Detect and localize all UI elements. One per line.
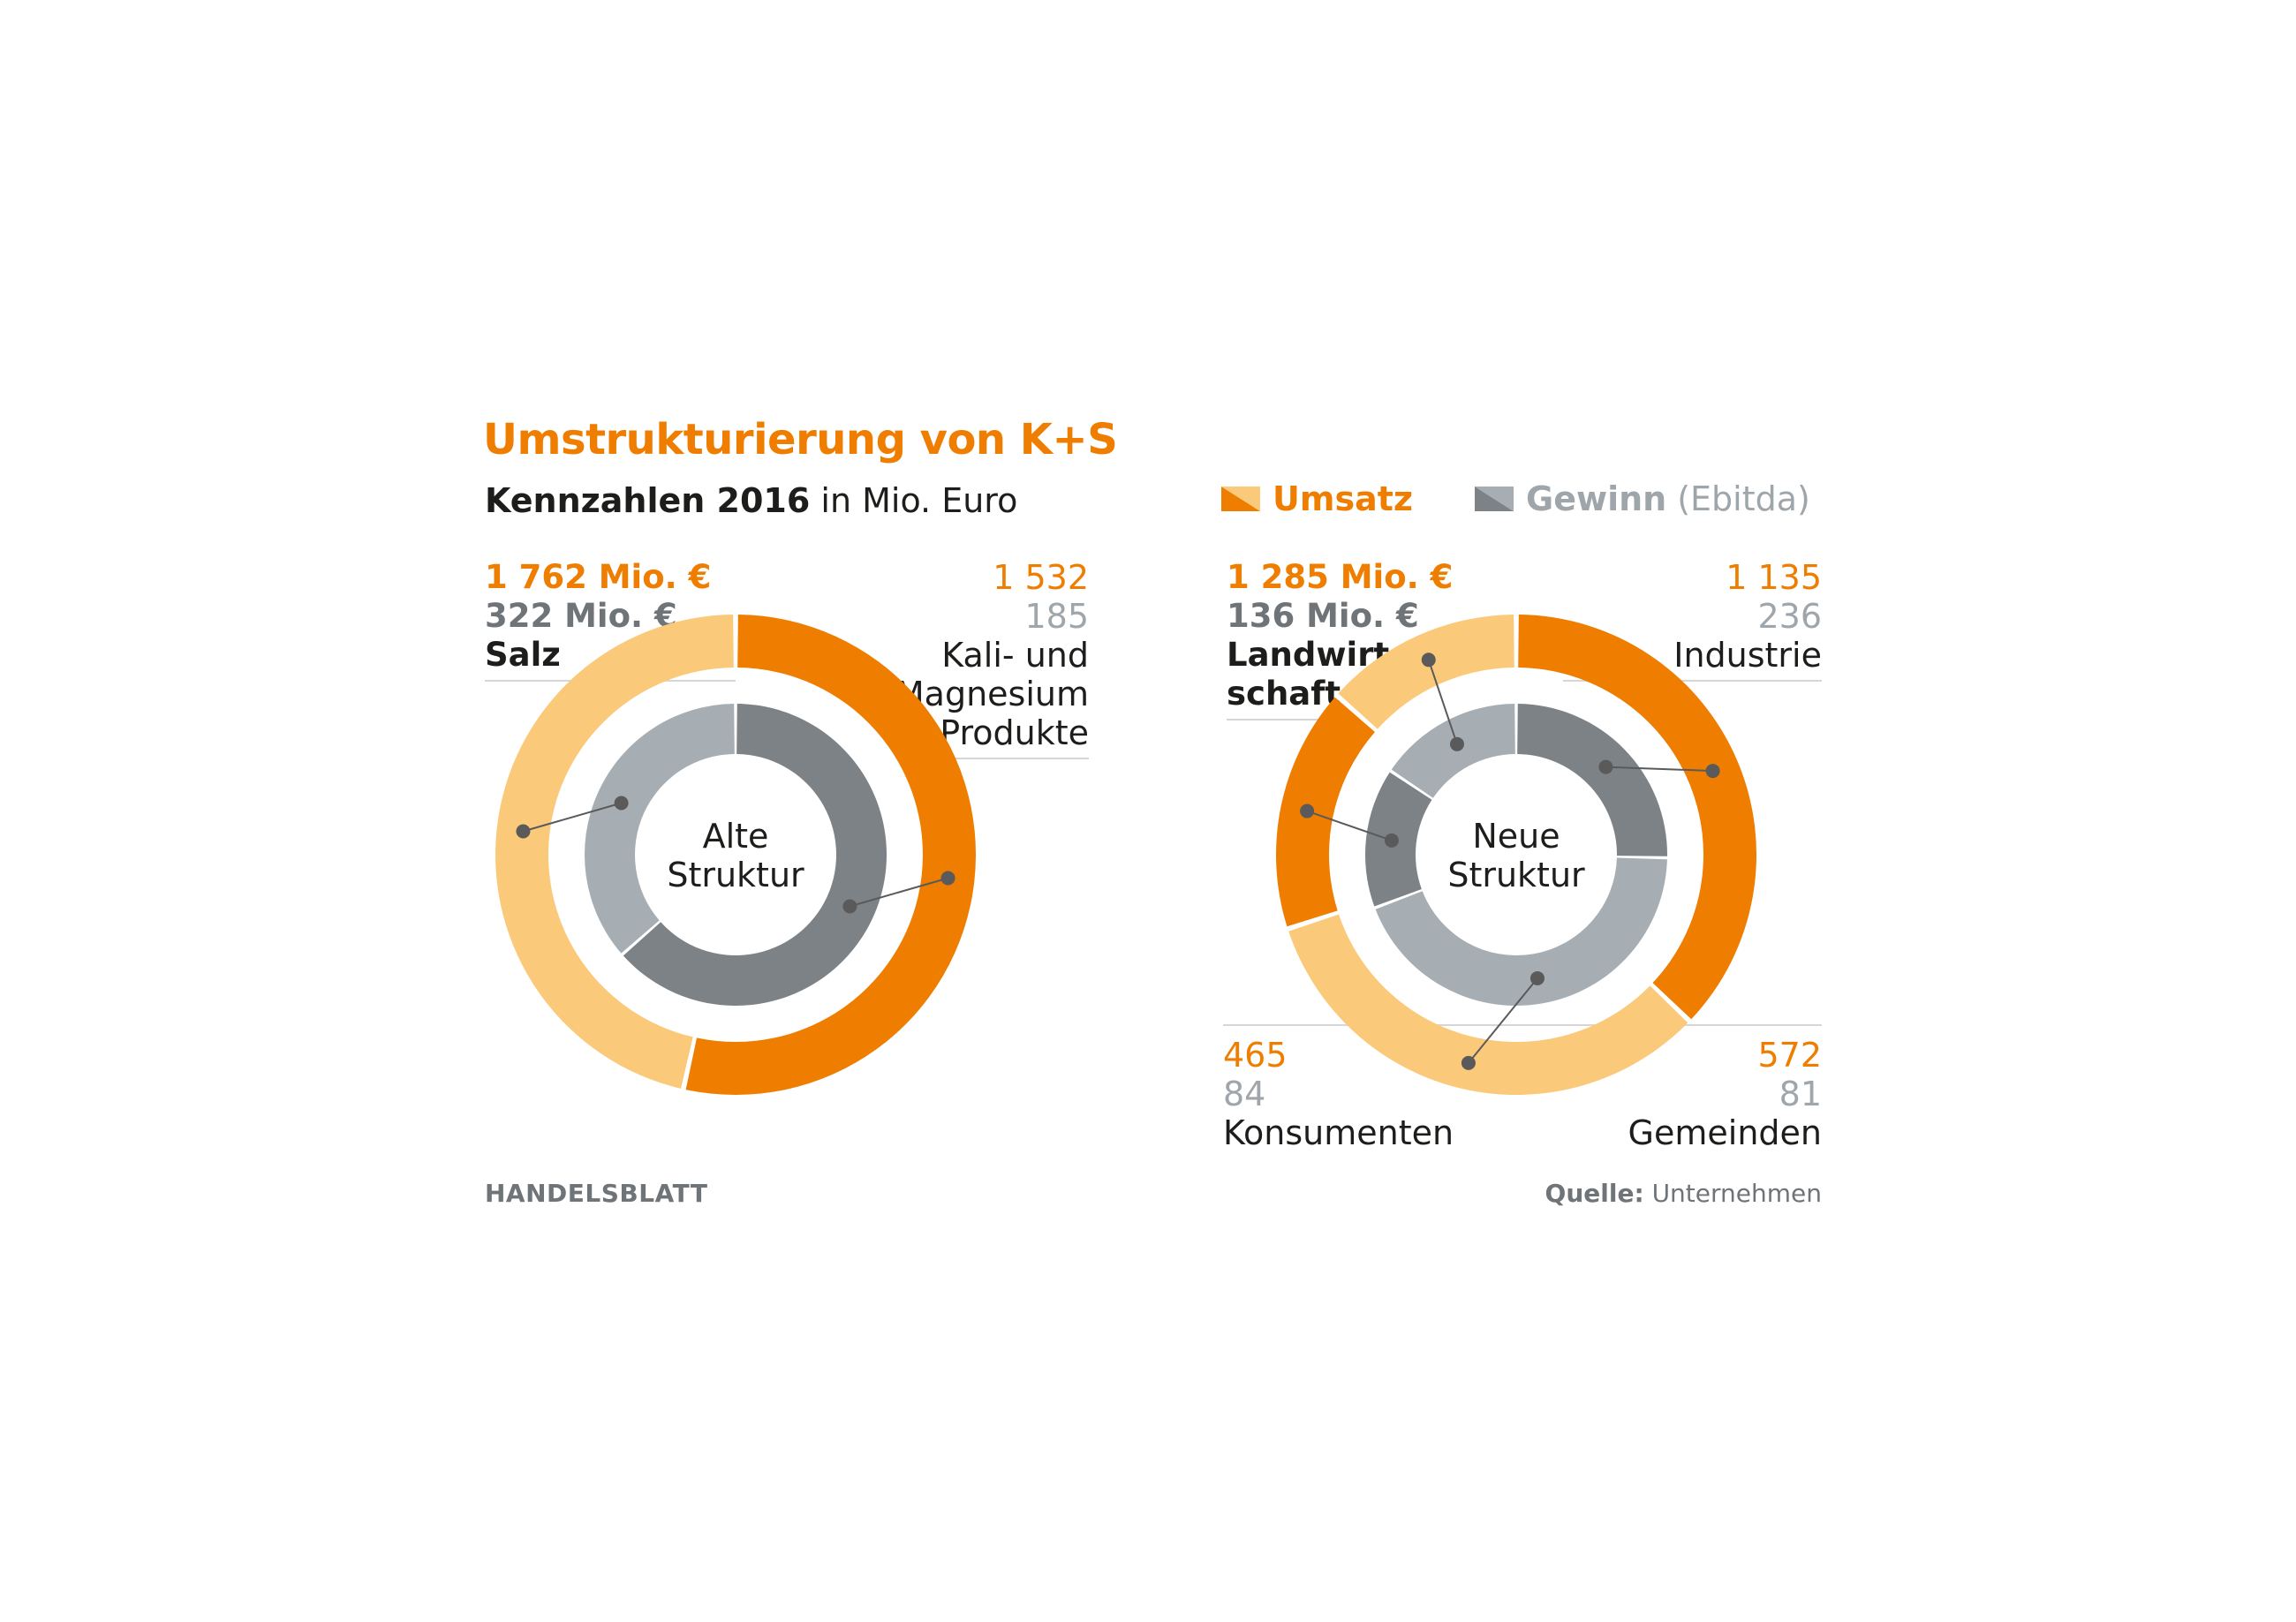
donut-center-label: Alte (703, 817, 769, 856)
connector-dot (614, 796, 629, 811)
subtitle-rest: in Mio. Euro (810, 481, 1018, 520)
connector-dot (1461, 1055, 1476, 1070)
source-label: Quelle: (1545, 1179, 1644, 1208)
source-value: Unternehmen (1651, 1179, 1822, 1208)
konsumenten-name: Konsumenten (1223, 1113, 1454, 1152)
konsumenten-revenue: 465 (1223, 1036, 1288, 1075)
connector-dot (1421, 653, 1436, 668)
kali-profit: 185 (1024, 597, 1089, 636)
legend-profit-note: (Ebitda) (1677, 479, 1810, 518)
industrie-profit: 236 (1757, 597, 1822, 636)
landwirtschaft-profit: 136 Mio. € (1227, 597, 1419, 635)
chart-title: Umstrukturierung von K+S (483, 415, 1118, 464)
donut-center-label: Struktur (667, 856, 804, 894)
revenue-slice-kali-und-magnesium-produkte (495, 615, 734, 1089)
gemeinden-name: Gemeinden (1628, 1113, 1822, 1152)
revenue-slice-gemeinden (1276, 697, 1375, 927)
donut-center-label: Struktur (1447, 856, 1585, 894)
revenue-slice-industrie (1288, 914, 1688, 1095)
landwirtschaft-name-line2: schaft (1227, 675, 1341, 713)
salz-profit: 322 Mio. € (485, 597, 677, 635)
gemeinden-profit: 81 (1779, 1075, 1822, 1113)
revenue-swatch-icon (1221, 487, 1260, 511)
legend-revenue-label: Umsatz (1273, 479, 1413, 518)
profit-slice-kali-und-magnesium-produkte (585, 704, 735, 954)
kali-rule (921, 758, 1089, 759)
connector-dot (1449, 736, 1464, 751)
landwirtschaft-rule (1227, 719, 1357, 720)
connector-line (1468, 977, 1538, 1064)
source-note: Quelle: Unternehmen (1545, 1179, 1822, 1208)
salz-name: Salz (485, 636, 561, 674)
connector-dot (1598, 759, 1613, 774)
kali-revenue: 1 532 (993, 558, 1089, 597)
industrie-rule (1563, 680, 1822, 682)
connector-line (850, 877, 948, 908)
revenue-slice-konsumenten (1338, 615, 1514, 729)
connector-dot (1529, 970, 1545, 985)
legend-profit: Gewinn (Ebitda) (1475, 479, 1810, 518)
profit-slice-konsumenten (1391, 704, 1515, 798)
kali-name-line3: Produkte (940, 713, 1089, 752)
revenue-slice-salz (685, 615, 976, 1095)
connector-dot (940, 871, 955, 886)
profit-slice-landwirtschaft (1517, 704, 1667, 856)
kali-name-line2: Magnesium (895, 675, 1089, 713)
connector-line (1605, 766, 1713, 773)
industrie-revenue: 1 135 (1726, 558, 1822, 597)
connector-dot (1300, 803, 1315, 819)
connector-dot (1384, 833, 1399, 848)
gemeinden-revenue: 572 (1757, 1036, 1822, 1075)
revenue-slice-landwirtschaft (1518, 615, 1756, 1020)
subtitle-bold: Kennzahlen 2016 (485, 481, 811, 520)
donut-center-label: Neue (1472, 817, 1560, 856)
landwirtschaft-revenue: 1 285 Mio. € (1227, 558, 1454, 596)
connector-dot (516, 824, 531, 839)
connector-line (523, 802, 622, 833)
salz-revenue: 1 762 Mio. € (485, 558, 712, 596)
connector-dot (1705, 764, 1720, 779)
profit-slice-salz (623, 704, 887, 1006)
legend-profit-label: Gewinn (1526, 479, 1667, 518)
kali-name-line1: Kali- und (941, 636, 1089, 675)
brand-footer: HANDELSBLATT (485, 1179, 708, 1208)
connector-dot (842, 899, 857, 914)
connector-line (1306, 810, 1393, 841)
chart-subtitle: Kennzahlen 2016 in Mio. Euro (485, 481, 1017, 520)
profit-swatch-icon (1475, 487, 1514, 511)
industrie-name: Industrie (1673, 636, 1822, 675)
connector-line (1427, 659, 1458, 745)
profit-slice-industrie (1375, 857, 1667, 1006)
konsumenten-profit: 84 (1223, 1075, 1266, 1113)
legend-revenue: Umsatz (1221, 479, 1413, 518)
bottom-rule (1223, 1024, 1822, 1026)
